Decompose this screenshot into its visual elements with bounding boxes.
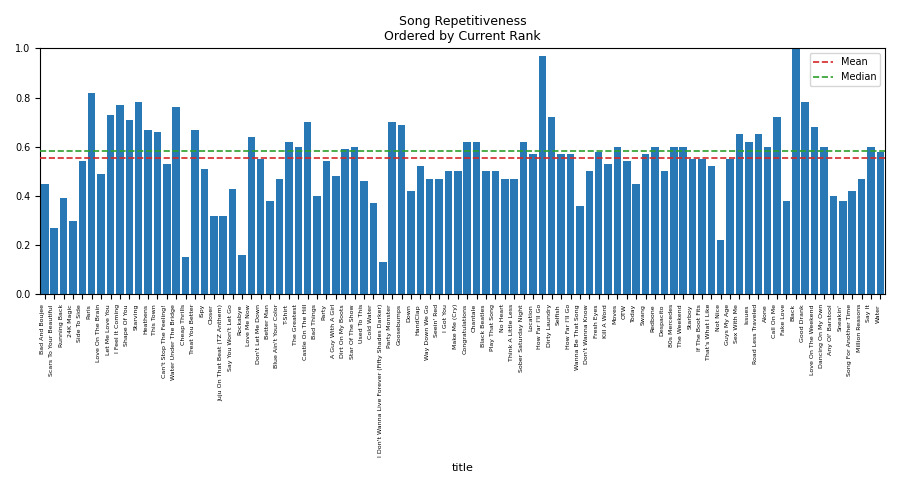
Bar xyxy=(294,147,302,294)
Bar xyxy=(538,56,546,294)
Bar xyxy=(97,174,105,294)
Bar xyxy=(726,159,734,294)
Bar xyxy=(182,258,189,294)
Bar xyxy=(41,183,49,294)
Bar xyxy=(472,142,481,294)
Bar xyxy=(445,171,452,294)
Bar xyxy=(801,102,809,294)
Bar xyxy=(154,132,161,294)
Bar xyxy=(417,166,424,294)
Bar xyxy=(107,115,114,294)
Bar xyxy=(341,149,349,294)
Bar xyxy=(370,203,377,294)
Bar xyxy=(754,134,762,294)
Bar xyxy=(680,147,687,294)
Bar xyxy=(735,134,743,294)
Bar xyxy=(191,129,199,294)
Bar xyxy=(529,154,536,294)
Bar xyxy=(163,164,171,294)
Bar xyxy=(482,171,490,294)
Bar xyxy=(820,147,828,294)
Bar xyxy=(783,201,790,294)
Bar xyxy=(285,142,292,294)
Bar xyxy=(220,216,227,294)
Bar xyxy=(491,171,500,294)
Bar xyxy=(792,48,799,294)
Bar xyxy=(633,183,640,294)
Bar xyxy=(125,120,133,294)
Bar xyxy=(59,199,68,294)
Bar xyxy=(69,221,76,294)
Bar xyxy=(454,171,462,294)
Bar xyxy=(313,196,320,294)
Bar xyxy=(858,179,865,294)
Bar xyxy=(811,127,818,294)
Bar xyxy=(557,154,565,294)
Bar xyxy=(436,179,443,294)
Bar xyxy=(88,93,95,294)
Bar xyxy=(304,122,311,294)
Bar xyxy=(548,117,555,294)
Bar xyxy=(407,191,415,294)
Bar xyxy=(275,179,284,294)
Bar xyxy=(698,159,706,294)
Bar xyxy=(642,154,650,294)
Bar xyxy=(135,102,142,294)
Bar xyxy=(116,105,123,294)
Bar xyxy=(360,181,368,294)
Bar xyxy=(773,117,781,294)
Bar xyxy=(661,171,668,294)
Bar xyxy=(351,147,358,294)
Bar xyxy=(717,240,725,294)
Bar xyxy=(652,147,659,294)
Bar xyxy=(849,191,856,294)
Bar xyxy=(877,152,884,294)
Bar xyxy=(464,142,471,294)
Bar xyxy=(670,147,678,294)
Bar xyxy=(830,196,837,294)
Bar xyxy=(173,107,180,294)
Bar xyxy=(248,137,255,294)
Bar xyxy=(576,206,584,294)
Bar xyxy=(604,164,612,294)
Bar xyxy=(266,201,274,294)
Bar xyxy=(210,216,218,294)
Bar xyxy=(595,152,602,294)
Bar xyxy=(707,166,716,294)
Bar xyxy=(426,179,434,294)
Bar xyxy=(238,255,246,294)
Bar xyxy=(144,129,152,294)
Bar xyxy=(229,188,237,294)
Title: Song Repetitiveness
Ordered by Current Rank: Song Repetitiveness Ordered by Current R… xyxy=(384,15,541,43)
Bar xyxy=(201,169,208,294)
Bar xyxy=(520,142,527,294)
X-axis label: title: title xyxy=(452,463,473,473)
Bar xyxy=(614,147,621,294)
Bar xyxy=(323,162,330,294)
Bar xyxy=(379,263,386,294)
Bar xyxy=(389,122,396,294)
Bar xyxy=(688,159,697,294)
Bar xyxy=(501,179,508,294)
Bar xyxy=(623,162,631,294)
Bar xyxy=(398,124,405,294)
Bar xyxy=(764,147,771,294)
Bar xyxy=(567,154,574,294)
Bar xyxy=(78,162,86,294)
Bar xyxy=(839,201,847,294)
Bar xyxy=(332,176,339,294)
Bar xyxy=(510,179,518,294)
Bar xyxy=(257,159,265,294)
Legend: Mean, Median: Mean, Median xyxy=(809,53,880,86)
Bar xyxy=(745,142,752,294)
Bar xyxy=(50,228,58,294)
Bar xyxy=(868,147,875,294)
Bar xyxy=(586,171,593,294)
